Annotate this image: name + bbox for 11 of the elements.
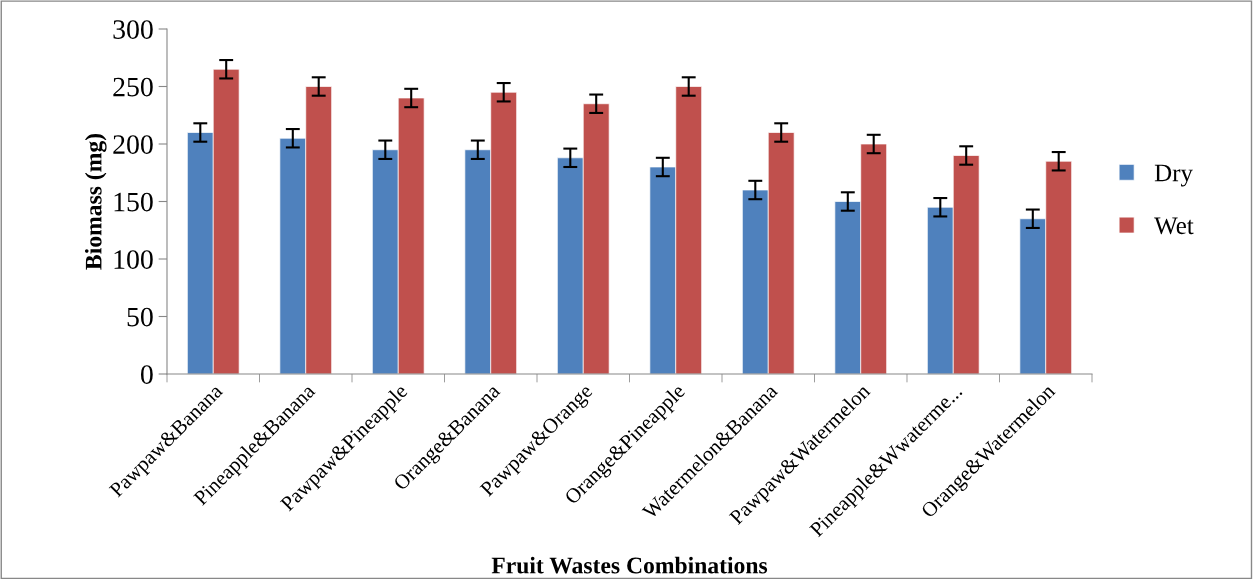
x-axis-title: Fruit Wastes Combinations	[491, 556, 768, 574]
y-tick-label: 250	[113, 77, 153, 97]
y-tick-label: 0	[140, 365, 153, 384]
y-axis-title: Biomass (mg)	[84, 134, 107, 270]
y-tick-label: 300	[113, 20, 153, 39]
y-tick-label: 150	[114, 192, 153, 212]
y-tick-label: 100	[114, 250, 153, 269]
legend-label: Wet	[1154, 217, 1194, 235]
y-tick-label: 50	[127, 307, 153, 327]
legend-label: Dry	[1154, 164, 1193, 187]
y-tick-label: 200	[113, 135, 153, 154]
